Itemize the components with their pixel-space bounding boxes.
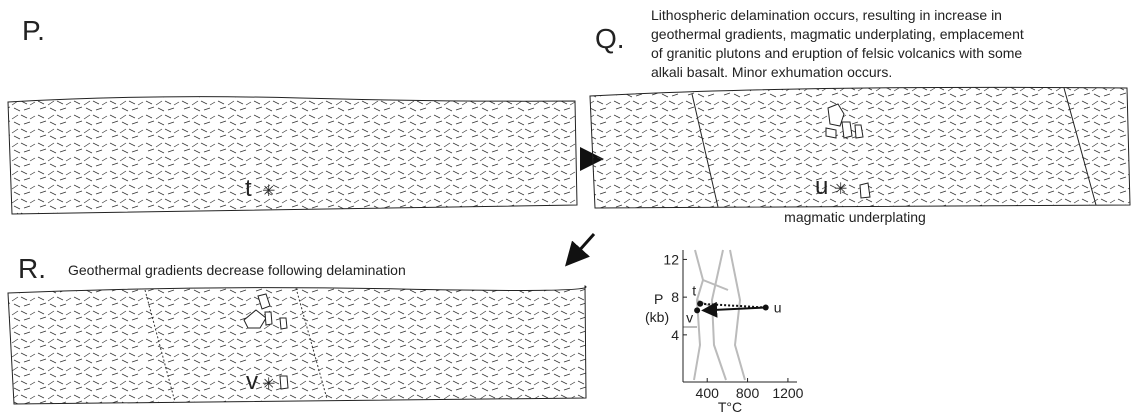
plutons — [825, 103, 871, 199]
note: magmatic underplating — [784, 209, 926, 225]
crust-block — [7, 96, 578, 215]
pt-point — [762, 304, 769, 311]
crust-block — [589, 86, 1131, 209]
x-tick-label: 400 — [696, 385, 720, 401]
path-dotted — [700, 302, 766, 309]
fault — [691, 93, 719, 208]
pt-point-label: u — [774, 300, 782, 316]
caption: Geothermal gradients decrease following … — [68, 262, 406, 278]
y-tick-label: 4 — [671, 327, 679, 343]
star: ✳ — [262, 183, 275, 200]
x-tick-label: 800 — [736, 385, 760, 401]
pt-point — [694, 307, 701, 314]
arrow — [565, 233, 596, 267]
fault — [1063, 87, 1097, 206]
star: ✳ — [834, 181, 847, 198]
point-label: t — [245, 175, 252, 202]
panel-label: R. — [18, 253, 46, 284]
fault — [144, 289, 176, 403]
y-axis-unit: (kb) — [645, 309, 669, 325]
crust-block — [7, 285, 587, 405]
pt-point — [697, 300, 704, 307]
plutons — [243, 293, 289, 390]
caption: alkali basalt. Minor exhumation occurs. — [651, 64, 892, 80]
pt-point-label: v — [686, 309, 693, 325]
panel-label: P. — [22, 15, 45, 46]
path-arrow — [701, 301, 766, 318]
star: ✳ — [262, 376, 275, 393]
caption: geothermal gradients, magmatic underplat… — [651, 26, 1024, 42]
x-tick-label: 1200 — [772, 385, 803, 401]
caption: Lithospheric delamination occurs, result… — [651, 7, 1002, 23]
point-label: v — [246, 368, 258, 395]
y-tick-label: 8 — [671, 289, 679, 305]
pt-point-label: t — [692, 283, 696, 299]
caption: of granitic plutons and eruption of fels… — [651, 45, 1022, 61]
pt-diagram: 4 8 12 400 800 1200 P (kb) T°C t u v — [645, 249, 804, 414]
panel-label: Q. — [595, 23, 625, 54]
fault — [295, 287, 328, 400]
y-tick-label: 12 — [663, 251, 679, 267]
x-axis-label: T°C — [718, 399, 742, 414]
point-label: u — [815, 173, 828, 200]
y-axis-label: P — [654, 291, 663, 307]
